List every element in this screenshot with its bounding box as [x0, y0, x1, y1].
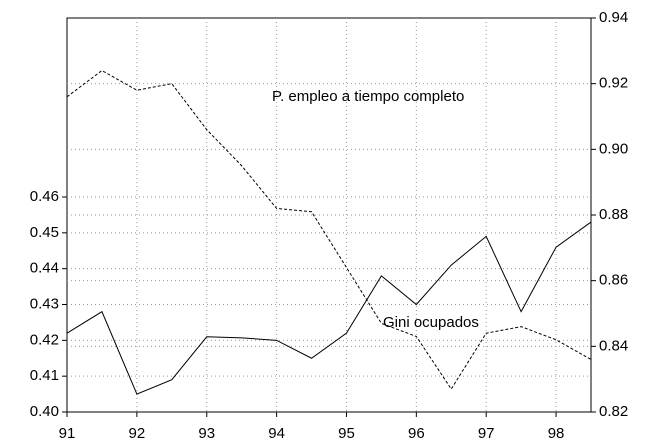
y-tick-label: 0.45 [30, 224, 59, 241]
y2-tick-label: 0.92 [599, 75, 628, 92]
x-tick-label: 95 [338, 425, 355, 442]
y2-tick-label: 0.94 [599, 9, 628, 26]
x-tick-label: 98 [548, 425, 565, 442]
x-tick-label: 94 [268, 425, 285, 442]
y2-tick-label: 0.86 [599, 272, 628, 289]
y-tick-label: 0.41 [30, 367, 59, 384]
x-tick-label: 97 [478, 425, 495, 442]
x-tick-label: 96 [408, 425, 425, 442]
y2-tick-label: 0.82 [599, 403, 628, 420]
y-tick-label: 0.46 [30, 188, 59, 205]
series-label: Gini ocupados [383, 314, 479, 331]
y2-tick-label: 0.90 [599, 140, 628, 157]
series-line [66, 69, 592, 390]
plot-frame [66, 17, 592, 413]
y2-tick-label: 0.88 [599, 206, 628, 223]
y-tick-label: 0.43 [30, 295, 59, 312]
series-line [66, 221, 592, 395]
x-tick-label: 93 [198, 425, 215, 442]
y-tick-label: 0.42 [30, 331, 59, 348]
y2-tick-label: 0.84 [599, 337, 628, 354]
x-tick-label: 91 [59, 425, 76, 442]
y-tick-label: 0.40 [30, 403, 59, 420]
series-label: P. empleo a tiempo completo [272, 88, 464, 105]
x-tick-label: 92 [129, 425, 146, 442]
y-tick-label: 0.44 [30, 260, 59, 277]
